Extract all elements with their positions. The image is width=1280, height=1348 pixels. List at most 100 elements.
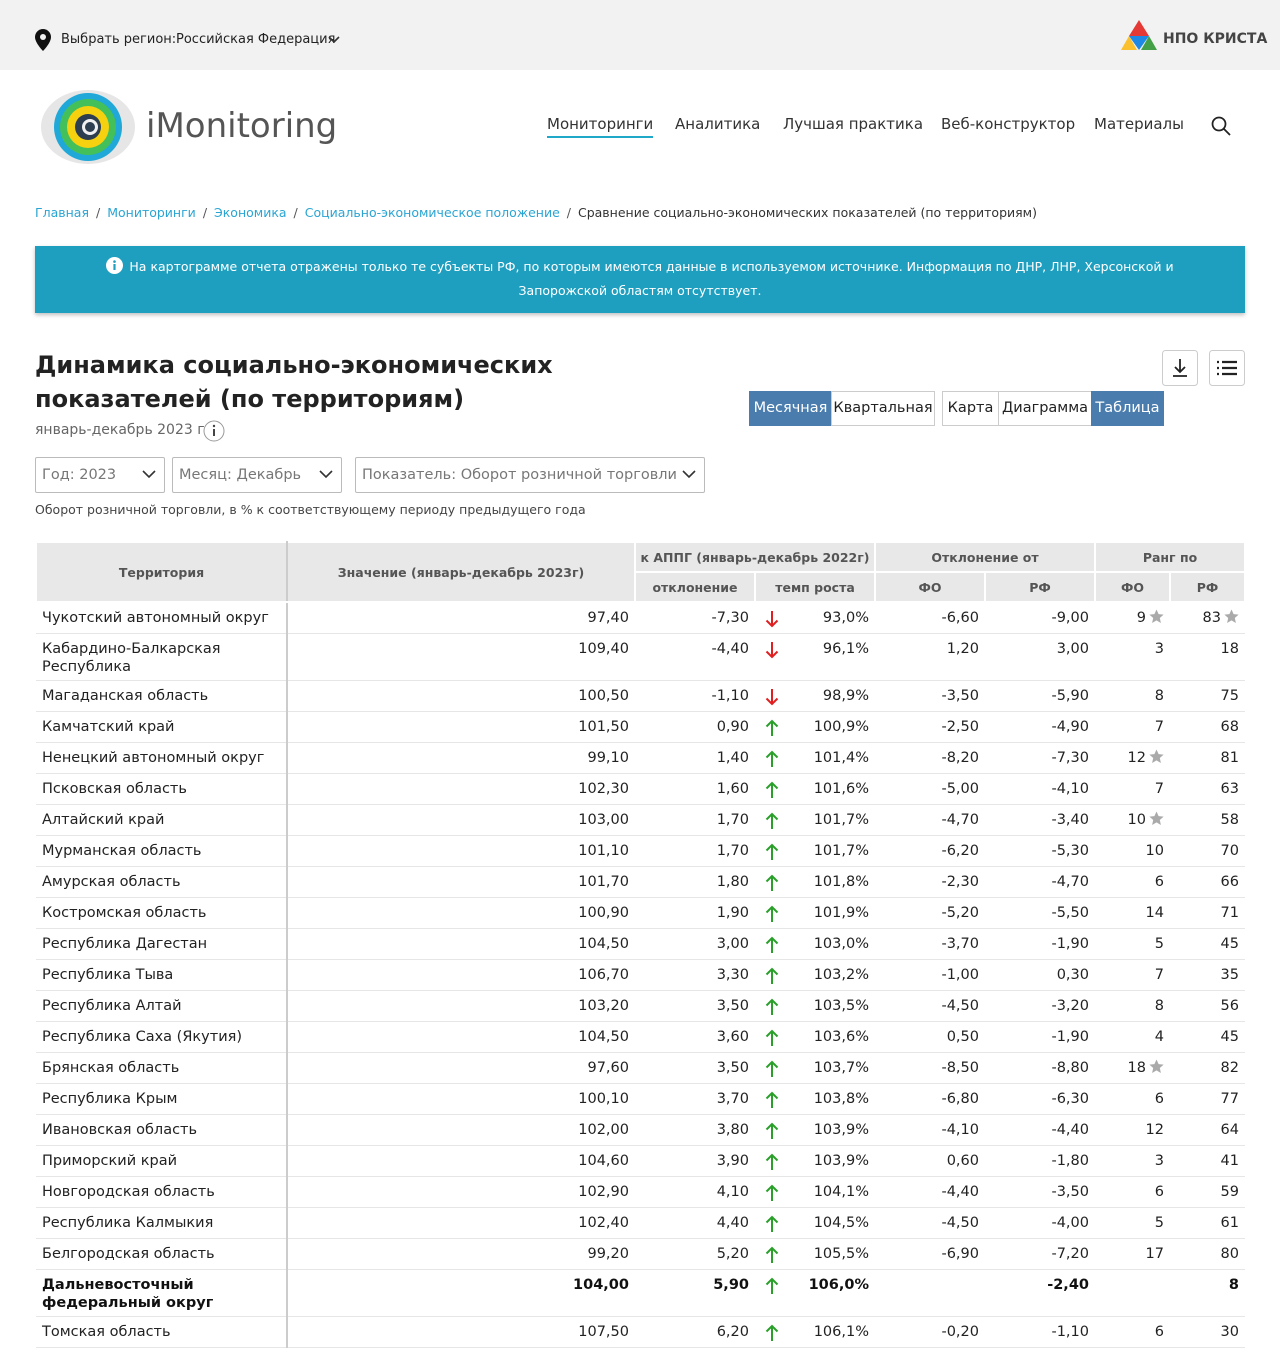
header-cell[interactable]: Территория [35,541,288,603]
filter-select[interactable]: Год: 2023 [35,457,165,493]
trend-arrow [765,1029,779,1046]
table-cell: Республика Калмыкия [36,1207,288,1239]
header-cell[interactable]: РФ [1169,571,1246,603]
header-cell[interactable]: Значение (январь-декабрь 2023г) [286,541,636,603]
cell-text: -4,90 [1051,718,1089,735]
brand-name[interactable]: НПО КРИСТА [1163,31,1268,47]
table-cell: 102,90 [287,1176,635,1208]
cell-text: -3,70 [941,935,979,952]
table-cell: 1,40 [635,742,755,774]
cell-text: 81 [1220,749,1239,766]
nav-link[interactable]: Веб-конструктор [941,115,1076,133]
cell-text: 14 [1145,904,1164,921]
logo-icon[interactable] [40,88,136,166]
nav-link[interactable]: Аналитика [675,115,761,133]
table-row: Костромская область 100,90 1,90 101,9% -5,20… [36,897,1245,929]
trend-arrow [765,812,779,829]
cell-text: 100,50 [578,687,629,704]
cell-text: 106,0% [808,1276,869,1293]
location-icon [35,29,51,51]
trend-arrow [765,1215,779,1232]
toggle-button[interactable]: Карта [942,391,999,426]
menu-button[interactable] [1209,350,1245,386]
cell-text: 12 [1145,1121,1164,1138]
toggle-button[interactable]: Квартальная [831,391,935,426]
table-row: Псковская область 102,30 1,60 101,6% -5,00 -4… [36,773,1245,805]
cell-text: 1,40 [716,749,749,766]
table-cell: 103,6% [755,1021,875,1053]
top-bar: Выбрать регион: Российская Федерация НПО… [0,0,1280,70]
table-cell: Приморский край [36,1145,288,1177]
table-cell: 9 [1095,602,1170,634]
breadcrumb[interactable]: Социально-экономическое положение [304,205,560,220]
cell-text: 3,00 [1056,640,1089,657]
header-cell[interactable]: ФО [874,571,986,603]
trend-arrow [765,641,779,658]
cell-text: 104,1% [813,1183,869,1200]
header-cell[interactable]: ФО [1094,571,1171,603]
table-cell: 100,10 [287,1083,635,1115]
brand-icon [1121,20,1157,50]
table-cell: 10 [1095,835,1170,867]
table-cell: 5 [1095,928,1170,960]
cell-text: 102,40 [578,1214,629,1231]
cell-text: 3,90 [716,1152,749,1169]
table-cell: 5,20 [635,1238,755,1270]
table-cell: 101,4% [755,742,875,774]
table-cell: -4,40 [985,1114,1095,1146]
table-cell: -8,80 [985,1052,1095,1084]
cell-text: 3,50 [716,997,749,1014]
nav-link[interactable]: Лучшая практика [783,115,924,133]
cell-text: 0,50 [946,1028,979,1045]
breadcrumb-separator: / [293,205,298,220]
nav-link[interactable]: Материалы [1094,115,1184,133]
nav-link[interactable]: Мониторинги [547,115,654,138]
header-cell[interactable]: темп роста [754,571,876,603]
table-row: Республика Тыва 106,70 3,30 103,2% -1,00 0,30… [36,959,1245,991]
cell-text: -8,80 [1051,1059,1089,1076]
logo-text[interactable]: iMonitoring [146,106,338,146]
star-icon [1224,609,1239,623]
cell-text: 30 [1220,1323,1239,1340]
cell-text: -1,00 [941,966,979,983]
toggle-button[interactable]: Диаграмма [998,391,1092,426]
region-select[interactable]: Российская Федерация [176,32,336,47]
cell-text: 58 [1220,811,1239,828]
breadcrumb[interactable]: Экономика [214,205,287,220]
cell-text: 3,70 [716,1090,749,1107]
toggle-button[interactable]: Таблица [1091,391,1164,426]
table-cell: 3,80 [635,1114,755,1146]
table-cell: 97,40 [287,602,635,634]
table-cell: 98,9% [755,680,875,712]
table-cell: -4,40 [635,633,755,681]
table-cell: 17 [1095,1238,1170,1270]
table-cell: -4,00 [985,1207,1095,1239]
cell-text: 103,6% [813,1028,869,1045]
cell-text: Амурская область [42,873,181,890]
breadcrumb[interactable]: Мониторинги [107,205,196,220]
cell-text: 6 [1154,1090,1164,1107]
search-icon[interactable] [1211,116,1231,136]
period-info-icon[interactable] [203,420,225,442]
trend-arrow [765,1060,779,1077]
header-cell[interactable]: отклонение [634,571,756,603]
table-cell: -5,90 [985,680,1095,712]
cell-text: 3 [1154,1152,1164,1169]
report-period: январь-декабрь 2023 г. [35,422,210,438]
table-cell: 35 [1170,959,1245,991]
table-cell: -4,70 [875,804,985,836]
cell-text: -4,70 [1051,873,1089,890]
cell-text: Республика Алтай [42,997,182,1014]
filter-select[interactable]: Показатель: Оборот розничной торговли [355,457,705,493]
toggle-button[interactable]: Месячная [749,391,832,426]
breadcrumb[interactable]: Главная [35,205,89,220]
filter-select[interactable]: Месяц: Декабрь [172,457,342,493]
arrow-path [765,719,779,736]
table-cell: 3 [1095,633,1170,681]
table-cell: 101,9% [755,897,875,929]
arrow-path [765,750,779,767]
cell-text: Костромская область [42,904,207,921]
header-cell[interactable]: РФ [984,571,1096,603]
cell-text: -8,20 [941,749,979,766]
download-button[interactable] [1162,350,1198,386]
